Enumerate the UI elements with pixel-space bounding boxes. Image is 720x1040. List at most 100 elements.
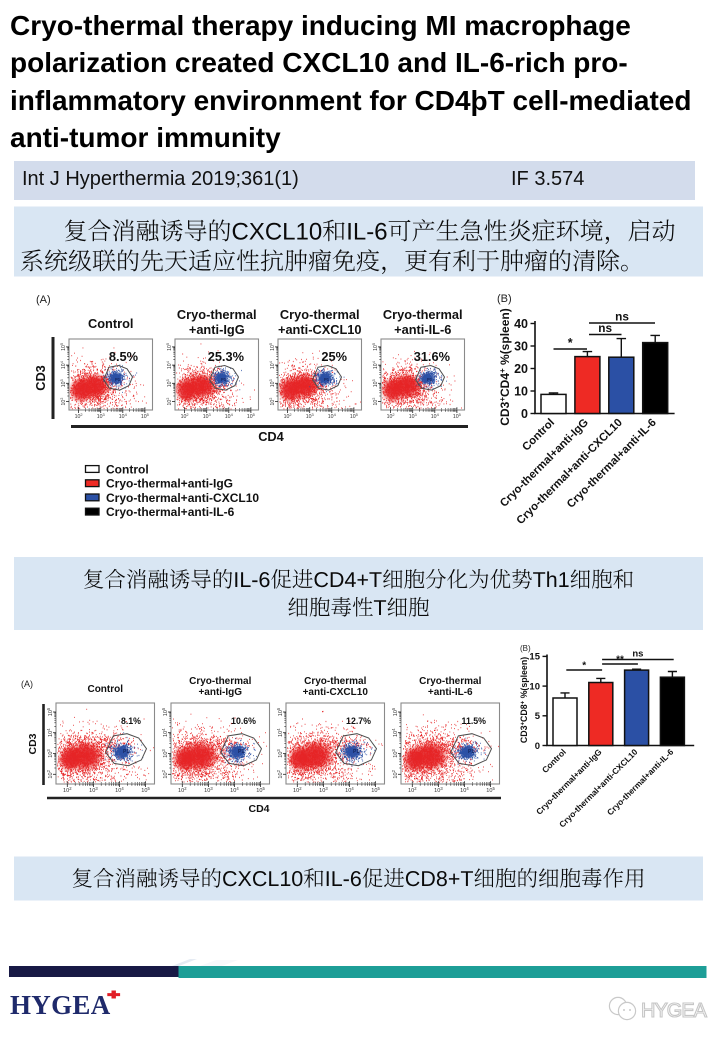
svg-text:105: 105 xyxy=(247,412,255,420)
svg-text:102: 102 xyxy=(268,398,276,406)
svg-text:CD3: CD3 xyxy=(33,365,48,391)
svg-text:103: 103 xyxy=(59,379,67,387)
svg-text:CD3+CD4+ %(spleen): CD3+CD4+ %(spleen) xyxy=(498,308,512,425)
svg-text:Cryo-thermal+anti-IgG: Cryo-thermal+anti-IgG xyxy=(534,747,604,817)
svg-text:CD4: CD4 xyxy=(258,429,284,444)
svg-text:104: 104 xyxy=(431,412,440,420)
svg-text:+anti-CXCL10: +anti-CXCL10 xyxy=(303,687,369,698)
svg-text:25%: 25% xyxy=(321,349,347,364)
svg-text:104: 104 xyxy=(345,786,354,794)
svg-text:P1: P1 xyxy=(427,377,433,382)
svg-text:10: 10 xyxy=(529,681,540,692)
svg-text:Cryo-thermal: Cryo-thermal xyxy=(189,676,251,687)
svg-text:CD3: CD3 xyxy=(27,733,39,754)
svg-text:20: 20 xyxy=(514,362,528,376)
svg-text:P1: P1 xyxy=(123,749,129,755)
svg-text:103: 103 xyxy=(306,412,314,420)
svg-text:103: 103 xyxy=(89,786,98,794)
svg-text:Cryo-thermal: Cryo-thermal xyxy=(280,307,360,322)
svg-text:11.5%: 11.5% xyxy=(462,716,487,726)
svg-text:Control: Control xyxy=(106,462,149,476)
svg-text:25.3%: 25.3% xyxy=(208,349,245,364)
svg-text:+anti-IgG: +anti-IgG xyxy=(189,322,245,337)
svg-text:Cryo-thermal+anti-IL-6: Cryo-thermal+anti-IL-6 xyxy=(605,747,676,818)
svg-text:Cryo-thermal: Cryo-thermal xyxy=(177,307,257,322)
svg-text:102: 102 xyxy=(371,398,379,406)
svg-text:102: 102 xyxy=(178,786,187,794)
svg-text:102: 102 xyxy=(59,398,67,406)
svg-text:103: 103 xyxy=(319,786,328,794)
svg-text:(A): (A) xyxy=(21,679,33,689)
svg-text:Cryo-thermal+anti-IgG: Cryo-thermal+anti-IgG xyxy=(106,477,233,491)
svg-text:104: 104 xyxy=(115,786,124,794)
svg-text:104: 104 xyxy=(161,728,169,737)
svg-text:104: 104 xyxy=(371,360,379,369)
svg-text:103: 103 xyxy=(97,412,105,420)
svg-text:P1: P1 xyxy=(324,377,330,382)
svg-text:CD4: CD4 xyxy=(248,803,269,815)
svg-text:+anti-IgG: +anti-IgG xyxy=(198,687,242,698)
svg-text:P1: P1 xyxy=(353,749,359,755)
svg-text:102: 102 xyxy=(161,769,169,778)
svg-text:Cryo-thermal: Cryo-thermal xyxy=(304,676,366,687)
svg-text:104: 104 xyxy=(268,360,276,369)
svg-text:105: 105 xyxy=(161,707,169,716)
svg-text:103: 103 xyxy=(409,412,417,420)
svg-text:P1: P1 xyxy=(221,377,227,382)
svg-text:103: 103 xyxy=(434,786,443,794)
svg-text:105: 105 xyxy=(371,343,379,351)
svg-text:0: 0 xyxy=(521,407,528,421)
svg-text:HYGEA: HYGEA xyxy=(641,1000,708,1022)
svg-text:105: 105 xyxy=(453,412,461,420)
svg-text:103: 103 xyxy=(276,749,284,758)
svg-text:+anti-CXCL10: +anti-CXCL10 xyxy=(278,322,362,337)
svg-text:P1: P1 xyxy=(238,749,244,755)
svg-text:103: 103 xyxy=(161,749,169,758)
svg-text:102: 102 xyxy=(391,769,399,778)
svg-text:HYGEA: HYGEA xyxy=(10,990,111,1020)
svg-text:ns: ns xyxy=(598,321,612,335)
svg-text:104: 104 xyxy=(225,412,234,420)
svg-text:103: 103 xyxy=(165,379,173,387)
svg-text:102: 102 xyxy=(165,398,173,406)
svg-text:105: 105 xyxy=(165,343,173,351)
svg-text:102: 102 xyxy=(75,412,83,420)
svg-text:103: 103 xyxy=(391,749,399,758)
svg-text:Control: Control xyxy=(87,684,123,695)
svg-text:104: 104 xyxy=(391,728,399,737)
svg-text:12.7%: 12.7% xyxy=(346,716,371,726)
svg-text:5: 5 xyxy=(535,711,541,722)
svg-text:102: 102 xyxy=(408,786,417,794)
svg-text:Cryo-thermal+anti-CXCL10: Cryo-thermal+anti-CXCL10 xyxy=(106,491,259,505)
svg-text:CD3+CD8+ %(spleen): CD3+CD8+ %(spleen) xyxy=(519,657,529,743)
svg-text:30: 30 xyxy=(514,339,528,353)
svg-text:Control: Control xyxy=(88,316,134,331)
svg-text:*: * xyxy=(568,336,573,350)
svg-text:105: 105 xyxy=(141,412,149,420)
svg-text:15: 15 xyxy=(529,652,540,663)
svg-text:104: 104 xyxy=(165,360,173,369)
svg-text:105: 105 xyxy=(59,343,67,351)
svg-text:P1: P1 xyxy=(115,377,121,382)
svg-text:102: 102 xyxy=(181,412,189,420)
svg-text:40: 40 xyxy=(514,317,528,331)
svg-text:0: 0 xyxy=(535,741,540,752)
svg-text:8.1%: 8.1% xyxy=(121,716,141,726)
svg-text:105: 105 xyxy=(46,707,54,716)
svg-text:104: 104 xyxy=(119,412,128,420)
svg-text:8.5%: 8.5% xyxy=(109,349,139,364)
svg-text:10.6%: 10.6% xyxy=(231,716,256,726)
svg-text:Control: Control xyxy=(540,747,568,775)
svg-text:103: 103 xyxy=(268,379,276,387)
svg-text:(A): (A) xyxy=(36,294,51,306)
svg-text:105: 105 xyxy=(141,786,150,794)
svg-text:104: 104 xyxy=(46,728,54,737)
svg-text:*: * xyxy=(582,661,586,672)
svg-text:104: 104 xyxy=(460,786,469,794)
svg-text:105: 105 xyxy=(350,412,358,420)
svg-text:104: 104 xyxy=(230,786,239,794)
svg-text:P1: P1 xyxy=(468,749,474,755)
svg-text:105: 105 xyxy=(268,343,276,351)
svg-text:103: 103 xyxy=(46,749,54,758)
svg-text:102: 102 xyxy=(63,786,72,794)
